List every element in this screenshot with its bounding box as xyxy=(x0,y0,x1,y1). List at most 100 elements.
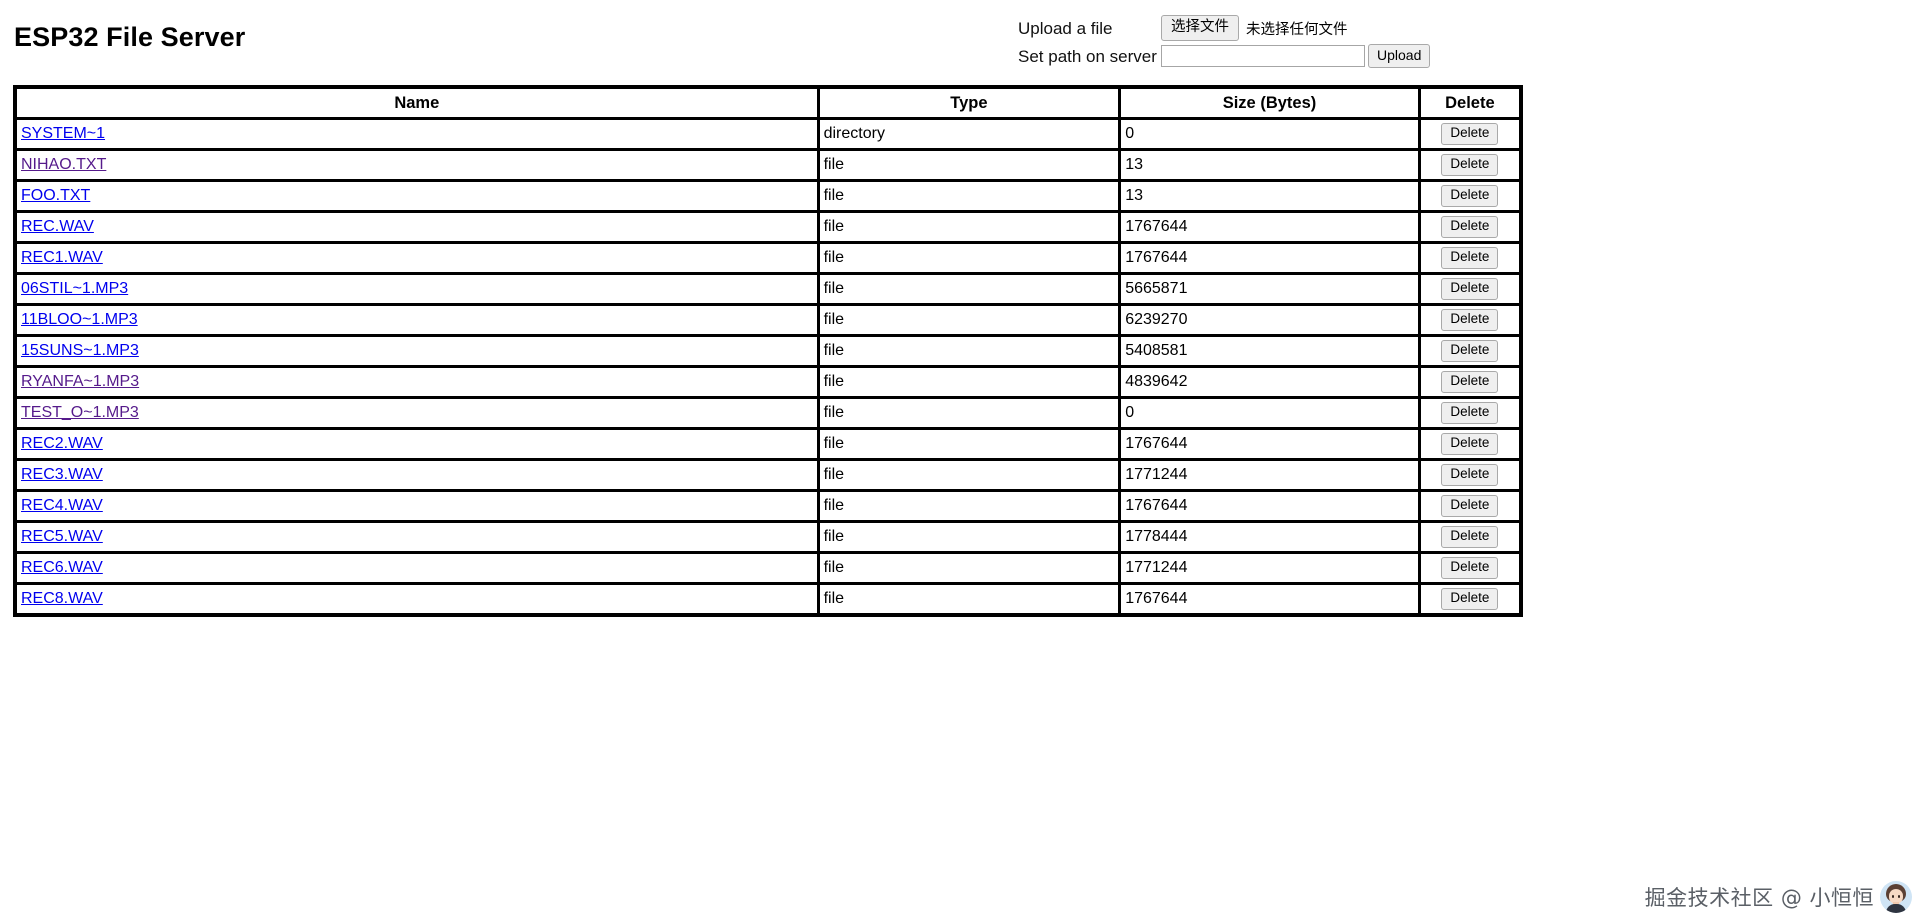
cell-name: 06STIL~1.MP3 xyxy=(16,274,818,304)
cell-delete: Delete xyxy=(1419,243,1520,273)
cell-type: file xyxy=(818,367,1120,397)
file-link[interactable]: NIHAO.TXT xyxy=(21,156,107,173)
cell-delete: Delete xyxy=(1419,429,1520,459)
cell-type: file xyxy=(818,212,1120,242)
cell-size: 1767644 xyxy=(1120,429,1419,459)
page-title: ESP32 File Server xyxy=(14,22,246,52)
file-link[interactable]: REC6.WAV xyxy=(21,559,103,576)
choose-file-button[interactable]: 选择文件 xyxy=(1161,15,1239,41)
table-row: TEST_O~1.MP3 file 0 Delete xyxy=(16,398,1520,428)
delete-button[interactable]: Delete xyxy=(1441,557,1499,579)
cell-type: file xyxy=(818,491,1120,521)
cell-delete: Delete xyxy=(1419,553,1520,583)
delete-button[interactable]: Delete xyxy=(1441,309,1499,331)
file-link[interactable]: 06STIL~1.MP3 xyxy=(21,280,129,297)
file-link[interactable]: 11BLOO~1.MP3 xyxy=(21,311,138,328)
file-link[interactable]: REC3.WAV xyxy=(21,466,103,483)
set-path-label: Set path on server xyxy=(1018,46,1157,66)
cell-size: 1767644 xyxy=(1120,212,1419,242)
table-row: REC6.WAV file 1771244 Delete xyxy=(16,553,1520,583)
upload-button[interactable]: Upload xyxy=(1368,43,1431,69)
file-link[interactable]: REC.WAV xyxy=(21,218,94,235)
file-link[interactable]: REC8.WAV xyxy=(21,590,103,607)
upload-file-label: Upload a file xyxy=(1018,18,1113,38)
file-link[interactable]: TEST_O~1.MP3 xyxy=(21,404,139,421)
cell-size: 0 xyxy=(1120,119,1419,149)
cell-size: 5408581 xyxy=(1120,336,1419,366)
delete-button[interactable]: Delete xyxy=(1441,340,1499,362)
cell-name: REC1.WAV xyxy=(16,243,818,273)
table-header-row: Name Type Size (Bytes) Delete xyxy=(16,88,1520,118)
delete-button[interactable]: Delete xyxy=(1441,371,1499,393)
cell-type: file xyxy=(818,305,1120,335)
table-row: REC3.WAV file 1771244 Delete xyxy=(16,460,1520,490)
table-row: REC5.WAV file 1778444 Delete xyxy=(16,522,1520,552)
delete-button[interactable]: Delete xyxy=(1441,154,1499,176)
cell-name: REC2.WAV xyxy=(16,429,818,459)
column-header-delete: Delete xyxy=(1419,88,1520,118)
cell-type: file xyxy=(818,460,1120,490)
delete-button[interactable]: Delete xyxy=(1441,433,1499,455)
file-input[interactable]: 选择文件 未选择任何文件 xyxy=(1161,15,1348,41)
cell-type: file xyxy=(818,181,1120,211)
file-link[interactable]: RYANFA~1.MP3 xyxy=(21,373,140,390)
cell-delete: Delete xyxy=(1419,305,1520,335)
cell-delete: Delete xyxy=(1419,274,1520,304)
delete-button[interactable]: Delete xyxy=(1441,247,1499,269)
cell-type: file xyxy=(818,398,1120,428)
cell-type: file xyxy=(818,584,1120,614)
cell-delete: Delete xyxy=(1419,336,1520,366)
file-link[interactable]: REC2.WAV xyxy=(21,435,103,452)
table-row: 15SUNS~1.MP3 file 5408581 Delete xyxy=(16,336,1520,366)
avatar xyxy=(1880,881,1912,913)
table-row: REC4.WAV file 1767644 Delete xyxy=(16,491,1520,521)
server-path-input[interactable] xyxy=(1161,45,1365,67)
cell-delete: Delete xyxy=(1419,584,1520,614)
cell-size: 0 xyxy=(1120,398,1419,428)
file-link[interactable]: REC1.WAV xyxy=(21,249,103,266)
file-listing-table: Name Type Size (Bytes) Delete SYSTEM~1 di… xyxy=(13,85,1523,617)
watermark-text: 掘金技术社区 @ 小恒恒 xyxy=(1644,886,1874,910)
upload-form: Upload a file 选择文件 未选择任何文件 Set path on s… xyxy=(1018,14,1431,70)
cell-type: file xyxy=(818,553,1120,583)
table-row: 06STIL~1.MP3 file 5665871 Delete xyxy=(16,274,1520,304)
file-link[interactable]: REC5.WAV xyxy=(21,528,103,545)
cell-size: 1771244 xyxy=(1120,460,1419,490)
cell-name: SYSTEM~1 xyxy=(16,119,818,149)
cell-type: file xyxy=(818,150,1120,180)
cell-delete: Delete xyxy=(1419,367,1520,397)
delete-button[interactable]: Delete xyxy=(1441,464,1499,486)
cell-name: 11BLOO~1.MP3 xyxy=(16,305,818,335)
delete-button[interactable]: Delete xyxy=(1441,278,1499,300)
watermark: 掘金技术社区 @ 小恒恒 xyxy=(1645,881,1912,913)
delete-button[interactable]: Delete xyxy=(1441,495,1499,517)
cell-delete: Delete xyxy=(1419,212,1520,242)
cell-delete: Delete xyxy=(1419,150,1520,180)
file-link[interactable]: SYSTEM~1 xyxy=(21,125,106,142)
table-body: SYSTEM~1 directory 0 Delete NIHAO.TXT file 13 D… xyxy=(16,119,1520,614)
delete-button[interactable]: Delete xyxy=(1441,526,1499,548)
table-row: REC.WAV file 1767644 Delete xyxy=(16,212,1520,242)
file-selection-status: 未选择任何文件 xyxy=(1246,21,1348,38)
table-row: NIHAO.TXT file 13 Delete xyxy=(16,150,1520,180)
delete-button[interactable]: Delete xyxy=(1441,216,1499,238)
delete-button[interactable]: Delete xyxy=(1441,123,1499,145)
table-row: FOO.TXT file 13 Delete xyxy=(16,181,1520,211)
file-link[interactable]: 15SUNS~1.MP3 xyxy=(21,342,139,359)
delete-button[interactable]: Delete xyxy=(1441,588,1499,610)
cell-size: 6239270 xyxy=(1120,305,1419,335)
file-link[interactable]: REC4.WAV xyxy=(21,497,103,514)
cell-name: REC3.WAV xyxy=(16,460,818,490)
cell-size: 1767644 xyxy=(1120,584,1419,614)
cell-delete: Delete xyxy=(1419,491,1520,521)
cell-size: 1767644 xyxy=(1120,243,1419,273)
cell-name: NIHAO.TXT xyxy=(16,150,818,180)
upload-file-row: Upload a file 选择文件 未选择任何文件 xyxy=(1018,14,1430,42)
page-header: ESP32 File Server Upload a file 选择文件 未选择… xyxy=(0,0,1920,80)
delete-button[interactable]: Delete xyxy=(1441,185,1499,207)
cell-size: 1778444 xyxy=(1120,522,1419,552)
cell-name: TEST_O~1.MP3 xyxy=(16,398,818,428)
delete-button[interactable]: Delete xyxy=(1441,402,1499,424)
set-path-row: Set path on server Upload xyxy=(1018,42,1431,70)
file-link[interactable]: FOO.TXT xyxy=(21,187,91,204)
